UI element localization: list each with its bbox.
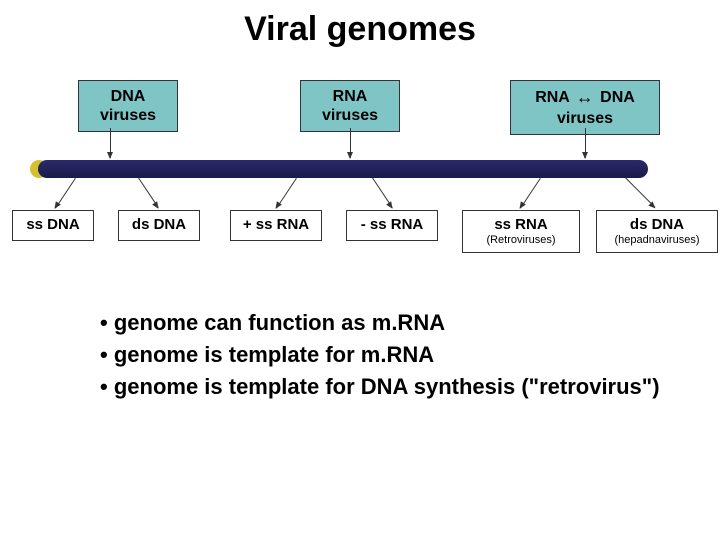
top-box-dna: DNAviruses — [78, 80, 178, 132]
bullet-item: genome is template for DNA synthesis ("r… — [90, 374, 700, 400]
bottom-box-dsdna: ds DNA — [118, 210, 200, 241]
top-box-rna: RNAviruses — [300, 80, 400, 132]
page-title: Viral genomes — [0, 0, 720, 49]
bullet-item: genome is template for m.RNA — [90, 342, 700, 368]
bullet-list: genome can function as m.RNA genome is t… — [90, 310, 700, 406]
bottom-box-plus-ssrna: + ss RNA — [230, 210, 322, 241]
bottom-box-ssdna: ss DNA — [12, 210, 94, 241]
top-box-rna-dna: RNA ↔ DNAviruses — [510, 80, 660, 135]
connector-bar — [38, 160, 648, 178]
bottom-box-ssrna-retro: ss RNA(Retroviruses) — [462, 210, 580, 253]
bottom-box-minus-ssrna: - ss RNA — [346, 210, 438, 241]
bullet-item: genome can function as m.RNA — [90, 310, 700, 336]
bottom-box-dsdna-hepadna: ds DNA(hepadnaviruses) — [596, 210, 718, 253]
